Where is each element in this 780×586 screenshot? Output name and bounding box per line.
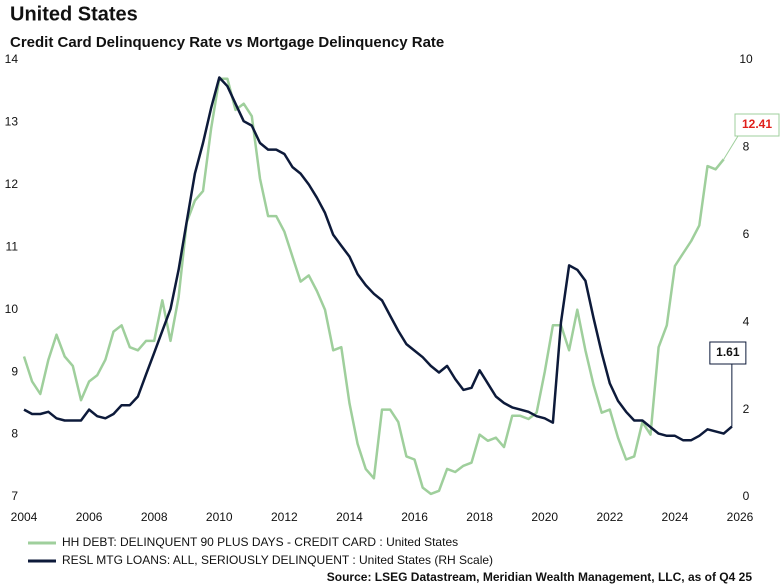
y-tick-label: 12 [5, 177, 19, 191]
x-tick-label: 2012 [271, 510, 298, 524]
y2-tick-label: 4 [743, 314, 750, 328]
series-line [23, 76, 733, 442]
x-tick-label: 2006 [76, 510, 103, 524]
y2-tick-label: 0 [743, 489, 750, 503]
x-tick-label: 2010 [206, 510, 233, 524]
y-tick-label: 7 [11, 489, 18, 503]
callout-leader [723, 135, 739, 160]
y-tick-label: 10 [5, 302, 19, 316]
source-note: Source: LSEG Datastream, Meridian Wealth… [327, 570, 753, 584]
legend-label: RESL MTG LOANS: ALL, SERIOUSLY DELINQUEN… [62, 553, 493, 567]
x-tick-label: 2014 [336, 510, 363, 524]
callout-label: 1.61 [716, 345, 740, 359]
y2-tick-label: 8 [743, 140, 750, 154]
callout-box [709, 341, 747, 365]
callout-box [734, 113, 780, 137]
y2-tick-label: 6 [743, 227, 750, 241]
legend-label: HH DEBT: DELINQUENT 90 PLUS DAYS - CREDI… [62, 535, 458, 549]
x-tick-label: 2004 [11, 510, 38, 524]
chart-subtitle: Credit Card Delinquency Rate vs Mortgage… [10, 34, 444, 51]
series-line [22, 77, 725, 496]
y-tick-label: 11 [6, 239, 19, 253]
y-tick-label: 14 [5, 52, 19, 66]
y-tick-label: 8 [11, 427, 18, 441]
x-tick-label: 2016 [401, 510, 428, 524]
chart-title: United States [10, 3, 138, 25]
y-tick-label: 9 [11, 364, 18, 378]
y2-tick-label: 2 [743, 402, 750, 416]
x-tick-label: 2024 [662, 510, 689, 524]
x-tick-label: 2020 [531, 510, 558, 524]
x-tick-label: 2022 [596, 510, 623, 524]
x-tick-label: 2008 [141, 510, 168, 524]
x-tick-label: 2018 [466, 510, 493, 524]
x-tick-label: 2026 [727, 510, 754, 524]
y2-tick-label: 10 [739, 52, 753, 66]
y-tick-label: 13 [5, 115, 19, 129]
callout-label: 12.41 [742, 117, 772, 131]
